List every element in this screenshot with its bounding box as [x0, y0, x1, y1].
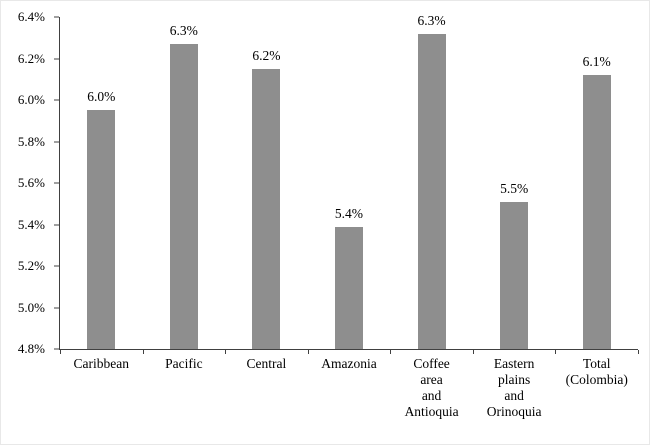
y-tick-mark	[54, 265, 59, 267]
plot-area: 6.0% Caribbean 6.3% Pacific 6.2% Central 5.4% A…	[54, 13, 639, 419]
y-tick-label: 5.4%	[17, 216, 45, 232]
bar-slot: 5.5% Eastern plains and Orinoquia	[473, 17, 556, 419]
category-label: Total (Colombia)	[565, 356, 628, 387]
data-label: 5.4%	[334, 205, 364, 221]
bar-slot: 6.2% Central	[225, 17, 308, 371]
bar	[582, 75, 611, 349]
bar-slot: 5.4% Amazonia	[308, 17, 391, 371]
bar-slot: 6.0% Caribbean	[60, 17, 143, 371]
x-tick-mark	[390, 350, 392, 354]
x-tick-mark	[225, 350, 227, 354]
category-label: Central	[246, 356, 287, 371]
bar	[334, 226, 363, 349]
bar	[252, 68, 281, 349]
y-tick-mark	[54, 58, 59, 59]
y-tick-label: 5.6%	[17, 175, 45, 190]
bar	[87, 110, 116, 349]
y-tick-label: 5.2%	[17, 258, 45, 273]
y-tick-label: 5.8%	[17, 133, 45, 149]
y-tick-mark	[54, 141, 59, 142]
category-label: Amazonia	[321, 356, 377, 371]
bar-slot: 6.1% Total (Colombia)	[555, 17, 638, 387]
y-tick-mark	[54, 182, 59, 184]
y-tick-label: 6.2%	[17, 50, 45, 66]
bar	[417, 33, 446, 349]
y-tick-mark	[54, 224, 59, 225]
bar	[169, 43, 198, 349]
data-label: 6.3%	[169, 22, 198, 38]
data-label: 6.0%	[87, 89, 116, 105]
category-label: Coffee area and Antioquia	[404, 356, 459, 419]
data-label: 6.1%	[582, 54, 611, 70]
y-axis: 4.8% 5.0% 5.2% 5.4% 5.6% 5.8% 6.0% 6.2% 6.4%	[1, 9, 53, 356]
x-tick-mark	[472, 350, 474, 354]
x-tick-mark	[307, 350, 309, 354]
y-tick-mark	[54, 99, 59, 101]
y-tick-label: 6.4%	[17, 9, 45, 24]
x-tick-mark	[142, 350, 144, 354]
bar	[500, 201, 529, 349]
data-label: 5.5%	[500, 180, 529, 196]
y-tick-mark	[54, 348, 59, 350]
x-tick-mark	[555, 350, 557, 354]
data-label: 6.2%	[252, 47, 281, 63]
data-label: 6.3%	[417, 12, 446, 28]
bar-slot: 6.3% Coffee area and Antioquia	[390, 13, 473, 419]
y-tick-mark	[54, 307, 59, 308]
category-label: Caribbean	[73, 356, 130, 371]
bar-slot: 6.3% Pacific	[143, 17, 226, 371]
category-label: Eastern plains and Orinoquia	[486, 356, 542, 419]
y-tick-mark	[54, 16, 59, 18]
x-tick-mark	[60, 350, 61, 354]
y-tick-label: 5.0%	[17, 299, 45, 315]
y-tick-label: 4.8%	[17, 341, 45, 356]
category-label: Pacific	[165, 356, 203, 371]
x-tick-mark	[638, 350, 639, 354]
y-tick-label: 6.0%	[17, 92, 45, 107]
